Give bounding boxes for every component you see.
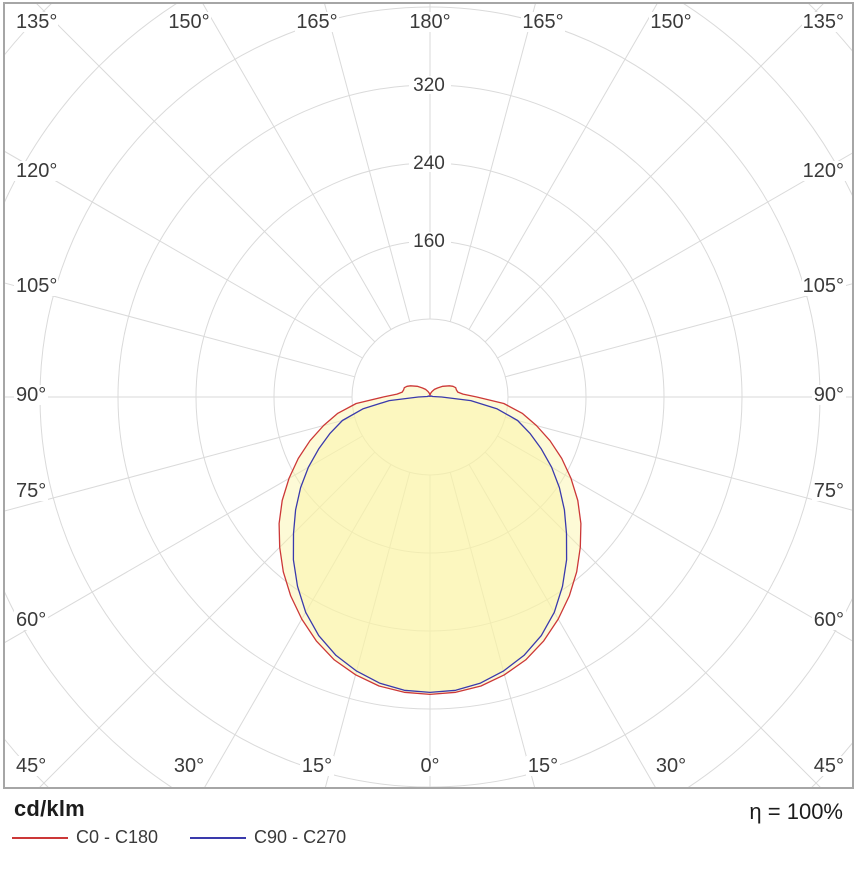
polar-grid-ray <box>468 464 656 787</box>
angle-tick-label: 135° <box>16 11 57 33</box>
legend-label-c90-c270: C90 - C270 <box>254 827 347 847</box>
angle-tick-label: 45° <box>814 755 844 777</box>
angle-tick-label: 90° <box>16 384 46 406</box>
polar-grid-ray <box>497 435 852 642</box>
angle-tick-label-bg <box>300 756 334 776</box>
polar-grid-ray <box>497 152 852 359</box>
angle-tick-label: 45° <box>16 755 46 777</box>
angle-tick-label: 30° <box>656 755 686 777</box>
polar-grid-ray <box>39 451 376 787</box>
angle-tick-label: 0° <box>420 755 439 777</box>
angle-tick-label: 165° <box>296 11 337 33</box>
series-curve-c90-c270 <box>292 395 568 694</box>
polar-grid-ray <box>5 435 363 643</box>
angle-tick-label-bg <box>802 161 846 181</box>
angle-tick-label-bg <box>802 12 846 32</box>
series-curve-c0-c180 <box>278 385 582 696</box>
angle-tick-label-bg <box>172 756 206 776</box>
radial-tick-label-bg <box>409 76 451 94</box>
series-fill-c90-c270 <box>293 396 567 693</box>
angle-tick-label-bg <box>14 12 58 32</box>
series-fill-c0-c180 <box>279 385 581 695</box>
angle-tick-label: 15° <box>302 755 332 777</box>
radial-tick-label: 240 <box>413 153 445 174</box>
angle-tick-label: 180° <box>409 11 450 33</box>
polar-grid-ray <box>505 416 852 511</box>
polar-grid-ray <box>5 416 355 512</box>
angle-tick-label-bg <box>526 756 560 776</box>
angle-tick-label: 165° <box>522 11 563 33</box>
angle-tick-label-bg <box>14 610 48 630</box>
legend-item-c0-c180: C0 - C180 <box>12 827 158 848</box>
angle-tick-label-bg <box>14 756 48 776</box>
radial-tick-label: 320 <box>413 75 445 96</box>
angle-tick-label-bg <box>167 12 211 32</box>
polar-grid-ray <box>505 283 852 378</box>
angle-tick-label-bg <box>812 756 846 776</box>
efficiency-label: η = 100% <box>749 799 843 824</box>
angle-tick-label: 15° <box>528 755 558 777</box>
radial-tick-label-bg <box>409 232 451 250</box>
angle-tick-label: 120° <box>16 160 57 182</box>
angle-tick-label-bg <box>802 276 846 296</box>
polar-grid-ray <box>5 151 363 359</box>
angle-tick-label-bg <box>14 385 48 405</box>
angle-tick-label-bg <box>812 385 846 405</box>
angle-tick-label-bg <box>654 756 688 776</box>
angle-tick-label-bg <box>14 161 58 181</box>
angle-tick-label-bg <box>408 12 452 32</box>
polar-grid-ray <box>484 451 821 787</box>
angle-tick-label: 30° <box>174 755 204 777</box>
angle-tick-label: 150° <box>650 11 691 33</box>
angle-tick-label-bg <box>812 610 846 630</box>
angle-tick-label-bg <box>14 481 48 501</box>
legend-line-red-icon <box>12 836 68 839</box>
legend-item-c90-c270: C90 - C270 <box>190 827 346 848</box>
angle-tick-label: 105° <box>803 275 844 297</box>
angle-tick-label: 75° <box>16 480 46 502</box>
polar-grid-ray <box>468 4 658 330</box>
legend: C0 - C180 C90 - C270 <box>12 827 346 848</box>
angle-tick-label-bg <box>418 756 442 776</box>
angle-tick-label: 150° <box>168 11 209 33</box>
polar-grid-ray <box>5 282 355 378</box>
angle-tick-label: 120° <box>803 160 844 182</box>
angle-tick-label-bg <box>14 276 58 296</box>
polar-grid-ray <box>324 4 411 322</box>
radial-unit-label: cd/klm <box>14 796 85 821</box>
legend-line-blue-icon <box>190 836 247 839</box>
angle-tick-label-bg <box>295 12 339 32</box>
angle-tick-label: 60° <box>814 609 844 631</box>
polar-grid-ray <box>204 464 392 787</box>
plot-area <box>5 4 852 787</box>
angle-tick-label-bg <box>812 481 846 501</box>
radial-tick-label: 160 <box>413 231 445 252</box>
angle-tick-label: 75° <box>814 480 844 502</box>
plot-frame <box>3 2 854 789</box>
angle-tick-label: 60° <box>16 609 46 631</box>
polar-grid-ray <box>449 4 536 322</box>
polar-photometric-chart: 160 240 320 0° 15° 15° 30° 30° 45° 45° 60° 60° 75° 75… <box>3 2 854 789</box>
angle-tick-label: 105° <box>16 275 57 297</box>
legend-label-c0-c180: C0 - C180 <box>76 827 159 847</box>
angle-tick-label-bg <box>521 12 565 32</box>
polar-grid-ray <box>449 472 536 787</box>
polar-grid-ray <box>324 472 411 787</box>
angle-tick-label: 135° <box>803 11 844 33</box>
angle-tick-label: 90° <box>814 384 844 406</box>
angle-tick-label-bg <box>649 12 693 32</box>
radial-tick-label-bg <box>409 154 451 172</box>
polar-grid-ray <box>202 4 392 330</box>
